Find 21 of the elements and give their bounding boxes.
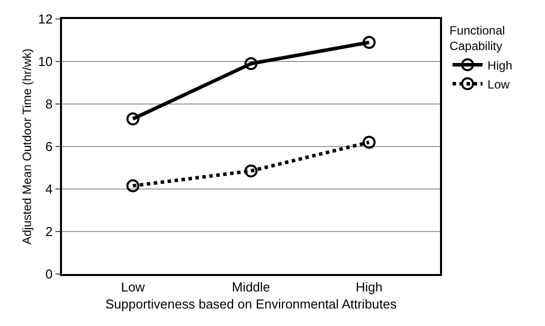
legend-label: Low [488,77,510,92]
legend-label: High [488,58,512,72]
y-tick-label: 8 [45,96,53,112]
y-tick-label: 4 [45,182,53,197]
x-axis-title: Supportiveness based on Environmental Attributes [105,296,398,312]
point [244,57,258,70]
y-axis-title: Adjusted Mean Outdoor Time (hr/wk) [20,48,34,245]
point [362,136,376,149]
y-tick-label: 0 [45,266,53,282]
x-tick-label: High [356,279,383,294]
point [126,112,140,126]
y-tick-label: 6 [45,139,53,154]
x-tick-label: Low [120,279,146,294]
point [244,164,258,178]
y-tick-label: 2 [45,224,53,240]
x-tick-label: Middle [232,279,270,294]
y-tick-label: 12 [38,12,53,27]
point [126,179,140,192]
legend-title: Functional Capability [450,24,505,54]
point [362,36,376,49]
y-tick-label: 10 [38,54,53,70]
